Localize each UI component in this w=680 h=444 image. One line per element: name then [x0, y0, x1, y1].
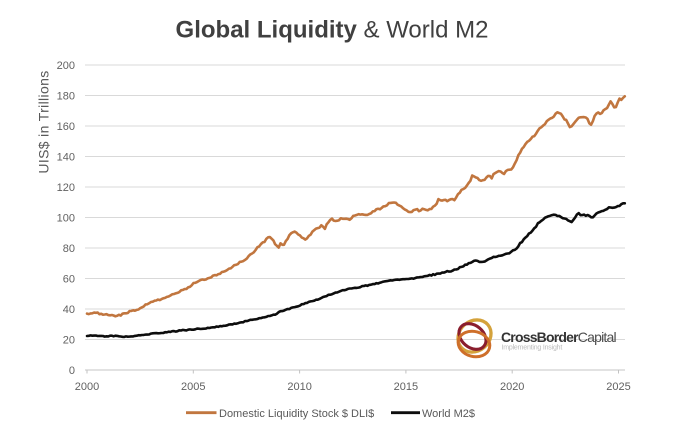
svg-text:CrossBorderCapital: CrossBorderCapital [501, 329, 616, 345]
svg-text:Domestic Liquidity Stock $ DLI: Domestic Liquidity Stock $ DLI$ [219, 408, 374, 420]
svg-text:Global Liquidity & World M2: Global Liquidity & World M2 [176, 17, 489, 44]
svg-text:2015: 2015 [394, 381, 418, 393]
svg-text:80: 80 [63, 243, 75, 255]
svg-text:2000: 2000 [75, 381, 99, 393]
svg-text:Implementing Insight: Implementing Insight [502, 345, 563, 352]
svg-text:0: 0 [69, 365, 75, 377]
svg-text:UIS$ in Trillions: UIS$ in Trillions [36, 70, 52, 173]
svg-text:World M2$: World M2$ [422, 408, 475, 420]
svg-text:2025: 2025 [606, 381, 630, 393]
svg-text:2010: 2010 [287, 381, 311, 393]
svg-text:140: 140 [57, 152, 75, 164]
svg-text:100: 100 [57, 213, 75, 225]
svg-text:180: 180 [57, 91, 75, 103]
svg-text:60: 60 [63, 274, 75, 286]
svg-text:200: 200 [57, 60, 75, 72]
svg-text:2005: 2005 [181, 381, 205, 393]
svg-text:40: 40 [63, 304, 75, 316]
svg-text:20: 20 [63, 335, 75, 347]
svg-text:120: 120 [57, 182, 75, 194]
svg-text:2020: 2020 [500, 381, 524, 393]
svg-text:160: 160 [57, 121, 75, 133]
